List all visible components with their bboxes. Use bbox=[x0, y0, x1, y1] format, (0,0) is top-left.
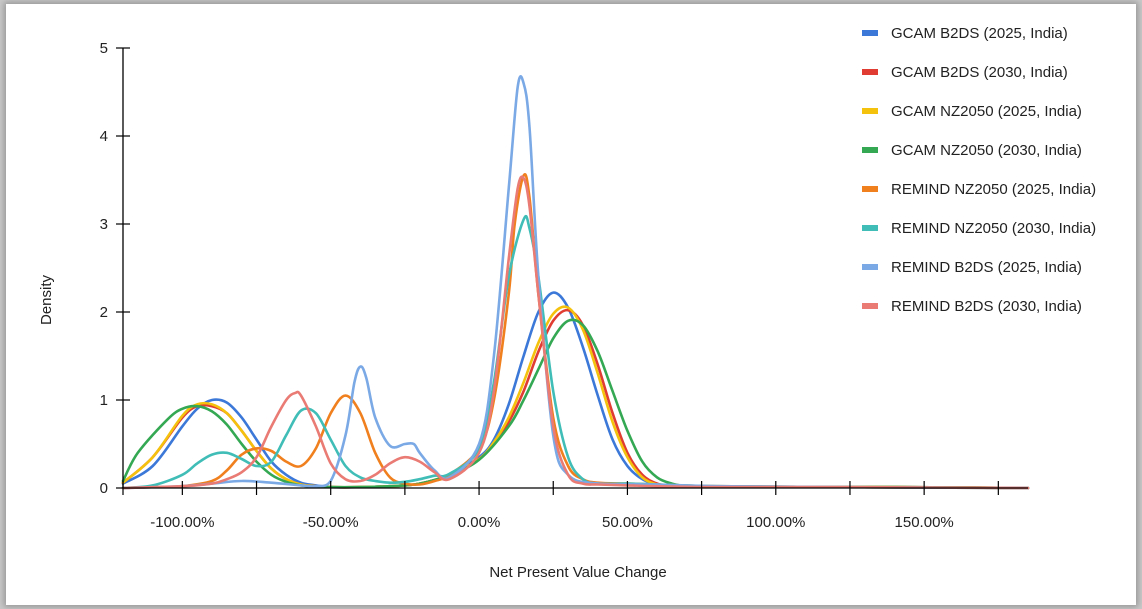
plot-lines bbox=[121, 75, 1030, 490]
legend-swatch bbox=[862, 69, 878, 75]
y-tick-label: 1 bbox=[100, 392, 108, 409]
legend: GCAM B2DS (2025, India) GCAM B2DS (2030, … bbox=[862, 25, 1096, 315]
legend-swatch bbox=[862, 303, 878, 309]
density-chart: -100.00% -50.00% 0.00% 50.00% 100.00% 150.00%… bbox=[38, 25, 1096, 581]
y-tick-label: 4 bbox=[100, 128, 108, 145]
legend-label: GCAM B2DS (2030, India) bbox=[891, 64, 1068, 81]
x-tick-label: 0.00% bbox=[458, 514, 501, 531]
x-axis-title: Net Present Value Change bbox=[489, 564, 666, 581]
x-tick-label: -100.00% bbox=[150, 514, 214, 531]
x-tick-label: -50.00% bbox=[303, 514, 359, 531]
legend-label: GCAM NZ2050 (2025, India) bbox=[891, 103, 1082, 120]
legend-swatch bbox=[862, 186, 878, 192]
legend-swatch bbox=[862, 264, 878, 270]
y-tick-label: 5 bbox=[100, 40, 108, 57]
series-line-4 bbox=[121, 318, 1030, 490]
series-line-2 bbox=[121, 308, 1030, 490]
y-axis-title: Density bbox=[38, 274, 55, 325]
y-axis-ticks: 0 1 2 3 4 5 bbox=[100, 40, 130, 497]
y-tick-label: 3 bbox=[100, 216, 108, 233]
legend-label: REMIND NZ2050 (2030, India) bbox=[891, 220, 1096, 237]
legend-swatch bbox=[862, 225, 878, 231]
legend-swatch bbox=[862, 108, 878, 114]
legend-swatch bbox=[862, 147, 878, 153]
x-tick-label: 100.00% bbox=[746, 514, 805, 531]
y-tick-label: 2 bbox=[100, 304, 108, 321]
legend-label: REMIND B2DS (2030, India) bbox=[891, 298, 1082, 315]
series-line-1 bbox=[121, 291, 1030, 490]
legend-label: REMIND NZ2050 (2025, India) bbox=[891, 181, 1096, 198]
chart-frame: -100.00% -50.00% 0.00% 50.00% 100.00% 150.00%… bbox=[6, 4, 1136, 605]
x-tick-label: 150.00% bbox=[895, 514, 954, 531]
y-tick-label: 0 bbox=[100, 480, 108, 497]
x-axis-ticks: -100.00% -50.00% 0.00% 50.00% 100.00% 150.00% bbox=[122, 481, 999, 531]
legend-label: GCAM NZ2050 (2030, India) bbox=[891, 142, 1082, 159]
legend-swatch bbox=[862, 30, 878, 36]
x-tick-label: 50.00% bbox=[602, 514, 653, 531]
axes bbox=[122, 48, 1028, 489]
legend-label: GCAM B2DS (2025, India) bbox=[891, 25, 1068, 42]
legend-label: REMIND B2DS (2025, India) bbox=[891, 259, 1082, 276]
series-line-3 bbox=[121, 305, 1030, 490]
series-line-7 bbox=[121, 75, 1030, 490]
series-line-8 bbox=[121, 175, 1030, 490]
